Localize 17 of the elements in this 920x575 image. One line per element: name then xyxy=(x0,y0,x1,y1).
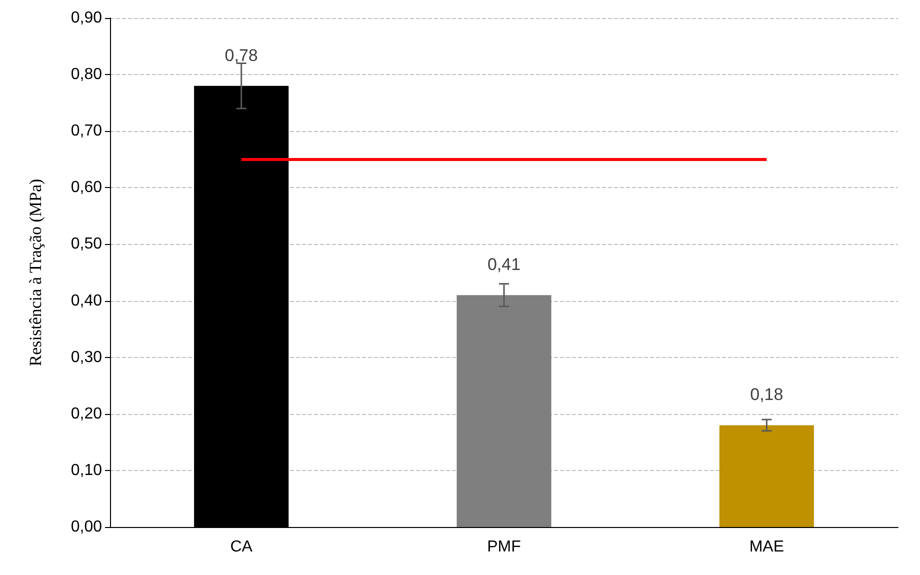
y-tick-label: 0,20 xyxy=(70,405,102,422)
data-label: 0,18 xyxy=(750,385,784,404)
y-tick-label: 0,70 xyxy=(70,122,102,140)
y-tick-label: 0,50 xyxy=(70,236,102,253)
y-tick-label: 0,60 xyxy=(70,179,102,196)
x-tick-label: MAE xyxy=(749,538,784,556)
x-tick-label: PMF xyxy=(487,538,522,556)
y-tick-label: 0,30 xyxy=(70,348,102,366)
y-tick-label: 0,80 xyxy=(70,66,102,84)
y-tick-label: 0,90 xyxy=(70,10,102,26)
y-tick-label: 0,00 xyxy=(70,518,102,536)
y-axis-title: Resistência à Tração (MPa) xyxy=(26,178,45,366)
x-tick-label: CA xyxy=(230,538,253,556)
data-label: 0,41 xyxy=(487,255,521,274)
data-label: 0,78 xyxy=(224,46,258,65)
y-tick-label: 0,40 xyxy=(70,292,102,310)
y-tick-label: 0,10 xyxy=(70,462,102,479)
